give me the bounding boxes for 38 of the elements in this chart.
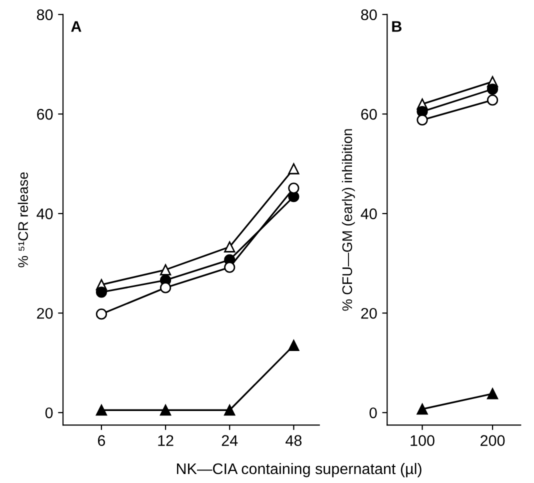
x-tick-label: 100 <box>410 435 434 446</box>
point <box>160 264 172 276</box>
y-tick-label: 0 <box>45 407 53 418</box>
point <box>96 308 108 320</box>
x-tick-label: 24 <box>222 435 238 446</box>
y-tick-label: 80 <box>36 9 53 20</box>
point <box>416 404 428 415</box>
y-tick-label: 80 <box>361 9 377 20</box>
point <box>486 84 498 95</box>
x-axis-title: NK—CIA containing supernatant (µl) <box>177 462 422 478</box>
point <box>160 282 172 294</box>
y-tick-label: 0 <box>370 407 377 418</box>
y-tick-label: 20 <box>361 308 377 319</box>
chart-title: B <box>392 21 402 32</box>
x-tick-label: 200 <box>480 435 505 446</box>
point <box>288 340 300 351</box>
y-axis-title: % CFU—GM (early) inhibition <box>342 129 355 311</box>
point <box>96 404 108 416</box>
point <box>224 241 236 252</box>
point <box>224 262 236 273</box>
point <box>416 114 428 126</box>
y-tick-label: 60 <box>361 108 377 120</box>
point <box>160 404 172 416</box>
x-tick-label: 48 <box>286 435 302 446</box>
point <box>288 182 300 194</box>
y-tick-label: 20 <box>37 308 53 319</box>
y-tick-label: 40 <box>360 208 377 220</box>
point <box>224 404 236 416</box>
y-axis-title: % ⁵¹CR release <box>18 172 28 268</box>
y-tick-label: 40 <box>36 208 53 220</box>
x-tick-label: 6 <box>98 435 106 446</box>
x-tick-label: 12 <box>158 435 174 446</box>
point <box>486 94 498 106</box>
point <box>96 286 108 298</box>
point <box>288 163 300 174</box>
point <box>486 388 498 400</box>
chart-title: A <box>71 21 82 32</box>
y-tick-label: 60 <box>37 108 53 120</box>
